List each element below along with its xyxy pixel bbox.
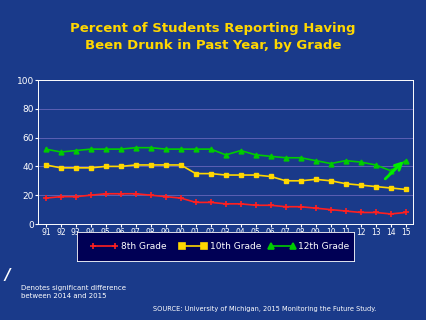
10th Grade: [358, 183, 363, 187]
8th Grade: [328, 208, 333, 212]
8th Grade: [73, 195, 78, 198]
8th Grade: [343, 209, 348, 213]
10th Grade: [73, 166, 78, 170]
12th Grade: [358, 160, 363, 164]
8th Grade: [163, 195, 168, 198]
12th Grade: [268, 154, 273, 158]
10th Grade: [178, 163, 183, 167]
8th Grade: [58, 195, 63, 198]
8th Grade: [88, 193, 93, 197]
12th Grade: [163, 147, 168, 151]
12th Grade: [133, 146, 138, 150]
12th Grade: [373, 163, 378, 167]
12th Grade: [403, 159, 408, 163]
Text: 8th Grade: 8th Grade: [121, 242, 167, 251]
10th Grade: [118, 164, 124, 168]
10th Grade: [193, 172, 199, 175]
12th Grade: [238, 148, 243, 153]
8th Grade: [43, 196, 49, 200]
10th Grade: [208, 172, 213, 175]
12th Grade: [73, 148, 78, 153]
12th Grade: [298, 156, 303, 160]
8th Grade: [253, 204, 258, 207]
8th Grade: [103, 192, 108, 196]
10th Grade: [283, 179, 288, 183]
12th Grade: [223, 153, 228, 157]
8th Grade: [118, 192, 124, 196]
10th Grade: [223, 173, 228, 177]
10th Grade: [343, 182, 348, 186]
12th Grade: [103, 147, 108, 151]
8th Grade: [133, 192, 138, 196]
Text: SOURCE: University of Michigan, 2015 Monitoring the Future Study.: SOURCE: University of Michigan, 2015 Mon…: [153, 306, 377, 312]
Text: /: /: [4, 268, 10, 283]
10th Grade: [268, 175, 273, 179]
8th Grade: [268, 204, 273, 207]
8th Grade: [298, 205, 303, 209]
12th Grade: [343, 159, 348, 163]
10th Grade: [298, 179, 303, 183]
12th Grade: [388, 169, 393, 173]
12th Grade: [328, 162, 333, 165]
12th Grade: [193, 147, 199, 151]
8th Grade: [388, 212, 393, 216]
8th Grade: [358, 211, 363, 214]
10th Grade: [58, 166, 63, 170]
12th Grade: [43, 147, 49, 151]
10th Grade: [328, 179, 333, 183]
10th Grade: [403, 188, 408, 191]
Text: Percent of Students Reporting Having
Been Drunk in Past Year, by Grade: Percent of Students Reporting Having Bee…: [70, 22, 356, 52]
12th Grade: [313, 159, 318, 163]
8th Grade: [403, 211, 408, 214]
12th Grade: [208, 147, 213, 151]
12th Grade: [58, 150, 63, 154]
8th Grade: [178, 196, 183, 200]
12th Grade: [118, 147, 124, 151]
8th Grade: [148, 193, 153, 197]
8th Grade: [223, 202, 228, 206]
10th Grade: [103, 164, 108, 168]
8th Grade: [208, 200, 213, 204]
8th Grade: [283, 205, 288, 209]
10th Grade: [88, 166, 93, 170]
10th Grade: [373, 185, 378, 188]
12th Grade: [283, 156, 288, 160]
10th Grade: [253, 173, 258, 177]
8th Grade: [238, 202, 243, 206]
Line: 8th Grade: 8th Grade: [43, 191, 409, 217]
12th Grade: [148, 146, 153, 150]
12th Grade: [88, 147, 93, 151]
Line: 12th Grade: 12th Grade: [43, 145, 408, 173]
10th Grade: [43, 163, 49, 167]
Line: 10th Grade: 10th Grade: [43, 163, 408, 192]
10th Grade: [313, 177, 318, 181]
10th Grade: [133, 163, 138, 167]
10th Grade: [388, 186, 393, 190]
10th Grade: [148, 163, 153, 167]
10th Grade: [238, 173, 243, 177]
10th Grade: [163, 163, 168, 167]
12th Grade: [253, 153, 258, 157]
Text: Denotes significant difference
between 2014 and 2015: Denotes significant difference between 2…: [21, 285, 126, 299]
Text: 10th Grade: 10th Grade: [210, 242, 261, 251]
8th Grade: [193, 200, 199, 204]
Text: 12th Grade: 12th Grade: [298, 242, 349, 251]
8th Grade: [373, 211, 378, 214]
8th Grade: [313, 206, 318, 210]
12th Grade: [178, 147, 183, 151]
